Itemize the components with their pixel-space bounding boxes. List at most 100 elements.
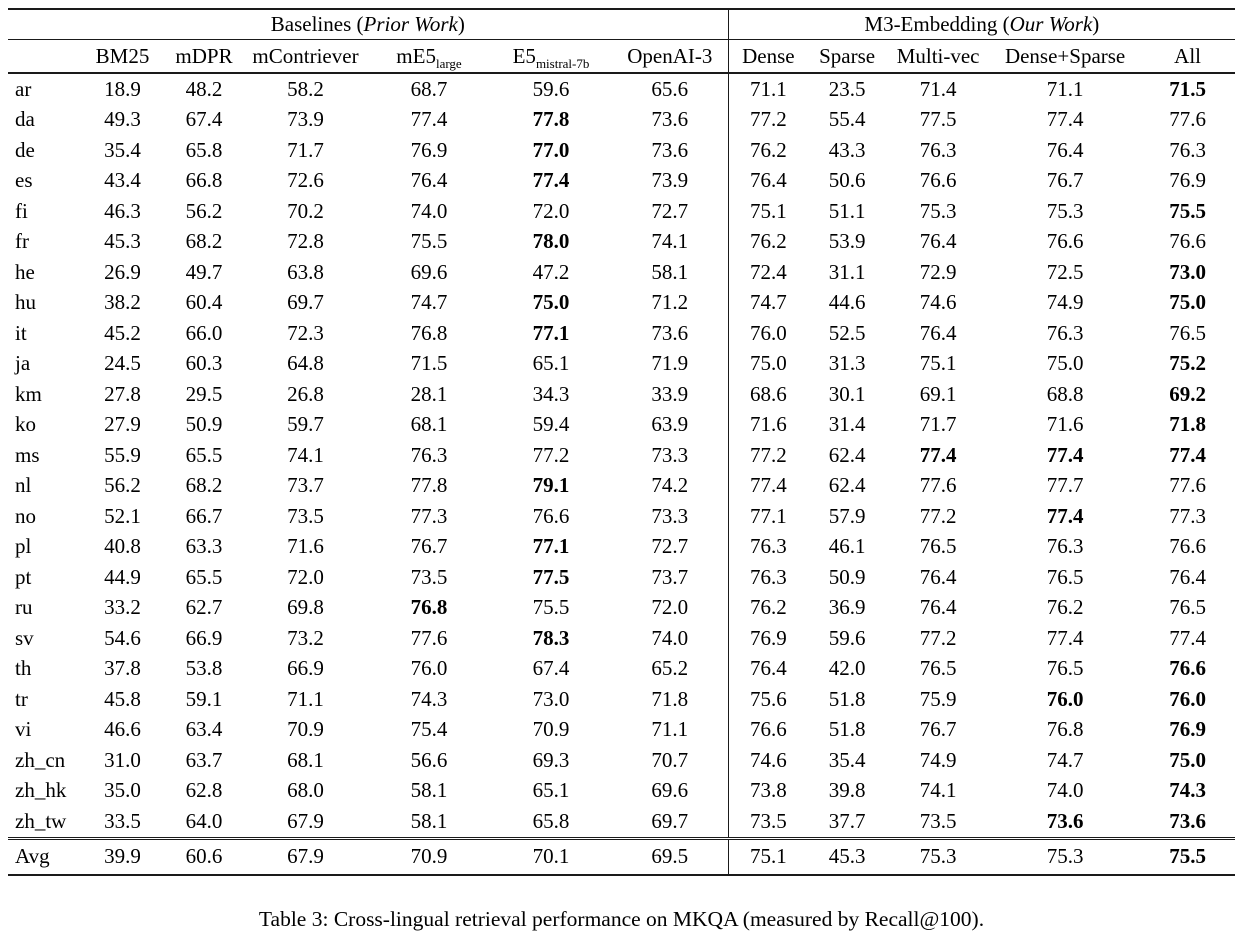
value-cell: 75.2 <box>1169 351 1206 376</box>
value-cell: 53.8 <box>185 656 223 681</box>
value-cell: 29.5 <box>185 381 223 406</box>
value-cell: 73.6 <box>1046 808 1084 833</box>
value-cell: 60.6 <box>165 836 243 876</box>
value-cell: 70.9 <box>532 717 570 742</box>
value-cell: 73.9 <box>612 165 729 196</box>
value-cell: 73.6 <box>612 135 729 166</box>
value-cell: 73.6 <box>612 318 729 349</box>
value-cell: 31.4 <box>828 412 866 437</box>
results-table: Baselines (Prior Work) M3-Embedding (Our… <box>8 8 1236 876</box>
value-cell: 55.4 <box>828 107 866 132</box>
language-label: ar <box>15 76 32 101</box>
value-cell: 76.0 <box>1046 686 1084 711</box>
value-cell: 76.5 <box>1169 595 1206 620</box>
group-header-baselines: Baselines (Prior Work) <box>8 8 729 40</box>
group-m3-emph: Our Work <box>1009 12 1093 36</box>
value-cell: 75.1 <box>749 198 787 223</box>
table-row-zh_hk: zh_hk 35.0 62.8 68.0 58.1 65.1 69.6 73.8 39.8 74.… <box>8 775 1235 806</box>
value-cell: 58.2 <box>287 76 324 101</box>
table-row-he: he 26.9 49.7 63.8 69.6 47.2 58.1 72.4 31.1 72.9 72… <box>8 257 1235 288</box>
value-cell: 76.4 <box>1046 137 1084 162</box>
value-cell: 23.5 <box>828 76 866 101</box>
value-cell: 37.7 <box>828 808 866 833</box>
value-cell: 76.4 <box>919 564 957 589</box>
value-cell: 75.9 <box>919 686 957 711</box>
value-cell: 35.0 <box>104 778 141 803</box>
table-row-zh_cn: zh_cn 31.0 63.7 68.1 56.6 69.3 70.7 74.6 35.4 74.… <box>8 745 1235 776</box>
value-cell: 76.4 <box>919 320 957 345</box>
value-cell: 72.7 <box>612 196 729 227</box>
value-cell: 55.9 <box>104 442 141 467</box>
value-cell: 77.4 <box>1046 107 1084 132</box>
language-label: km <box>15 381 42 406</box>
value-cell: 52.1 <box>104 503 141 528</box>
value-cell: 72.4 <box>749 259 787 284</box>
value-cell: 34.3 <box>532 381 570 406</box>
value-cell: 70.2 <box>287 198 324 223</box>
value-cell: 69.3 <box>532 747 570 772</box>
value-cell: 76.0 <box>1169 686 1206 711</box>
value-cell: 31.1 <box>828 259 866 284</box>
value-cell: 77.4 <box>410 107 448 132</box>
value-cell: 69.7 <box>287 290 324 315</box>
value-cell: 35.4 <box>104 137 141 162</box>
value-cell: 76.7 <box>919 717 957 742</box>
value-cell: 26.8 <box>287 381 324 406</box>
value-cell: 65.6 <box>612 73 729 105</box>
col-header-openai-3: OpenAI-3 <box>612 39 729 74</box>
table-row-es: es 43.4 66.8 72.6 76.4 77.4 73.9 76.4 50.6 76.6 76… <box>8 165 1235 196</box>
table-row-tr: tr 45.8 59.1 71.1 74.3 73.0 71.8 75.6 51.8 75.9 76… <box>8 684 1235 715</box>
value-cell: 68.7 <box>410 76 448 101</box>
value-cell: 75.5 <box>1140 836 1236 876</box>
group-baselines-suffix: ) <box>457 12 465 36</box>
value-cell: 60.3 <box>185 351 223 376</box>
col-header-all: All <box>1140 39 1236 74</box>
value-cell: 73.3 <box>612 501 729 532</box>
table-row-de: de 35.4 65.8 71.7 76.9 77.0 73.6 76.2 43.3 76.3 76… <box>8 135 1235 166</box>
value-cell: 63.8 <box>287 259 324 284</box>
value-cell: 74.0 <box>612 623 729 654</box>
value-cell: 67.4 <box>532 656 570 681</box>
value-cell: 74.3 <box>1169 778 1206 803</box>
value-cell: 74.7 <box>410 290 448 315</box>
table-row-fi: fi 46.3 56.2 70.2 74.0 72.0 72.7 75.1 51.1 75.3 75… <box>8 196 1235 227</box>
value-cell: 65.8 <box>185 137 223 162</box>
value-cell: 68.1 <box>287 747 324 772</box>
value-cell: 74.0 <box>1046 778 1084 803</box>
value-cell: 47.2 <box>532 259 570 284</box>
value-cell: 56.2 <box>104 473 141 498</box>
value-cell: 77.2 <box>749 107 787 132</box>
value-cell: 75.3 <box>1046 198 1084 223</box>
value-cell: 49.7 <box>185 259 223 284</box>
language-label: vi <box>15 717 32 742</box>
value-cell: 79.1 <box>532 473 570 498</box>
table-row-ja: ja 24.5 60.3 64.8 71.5 65.1 71.9 75.0 31.3 75.1 75… <box>8 348 1235 379</box>
value-cell: 45.8 <box>104 686 141 711</box>
value-cell: 76.9 <box>749 625 787 650</box>
value-cell: 65.8 <box>532 808 570 833</box>
value-cell: 77.0 <box>532 137 570 162</box>
language-label: pl <box>15 534 32 559</box>
language-label: zh_cn <box>15 747 66 772</box>
value-cell: 76.2 <box>749 595 787 620</box>
value-cell: 73.6 <box>612 104 729 135</box>
value-cell: 77.4 <box>1046 503 1084 528</box>
value-cell: 64.8 <box>287 351 324 376</box>
value-cell: 76.9 <box>1169 717 1206 742</box>
table-row-pt: pt 44.9 65.5 72.0 73.5 77.5 73.7 76.3 50.9 76.4 76… <box>8 562 1235 593</box>
value-cell: 76.5 <box>1046 564 1084 589</box>
value-cell: 63.7 <box>185 747 223 772</box>
value-cell: 74.6 <box>919 290 957 315</box>
value-cell: 77.4 <box>1169 442 1206 467</box>
value-cell: 77.4 <box>532 168 570 193</box>
table-row-da: da 49.3 67.4 73.9 77.4 77.8 73.6 77.2 55.4 77.5 77… <box>8 104 1235 135</box>
value-cell: 76.3 <box>1046 320 1084 345</box>
value-cell: 77.3 <box>410 503 448 528</box>
language-label: hu <box>15 290 36 315</box>
value-cell: 77.1 <box>749 503 787 528</box>
corner-cell <box>8 39 80 74</box>
value-cell: 75.0 <box>532 290 570 315</box>
value-cell: 76.4 <box>410 168 448 193</box>
value-cell: 66.0 <box>185 320 223 345</box>
value-cell: 62.4 <box>828 442 866 467</box>
